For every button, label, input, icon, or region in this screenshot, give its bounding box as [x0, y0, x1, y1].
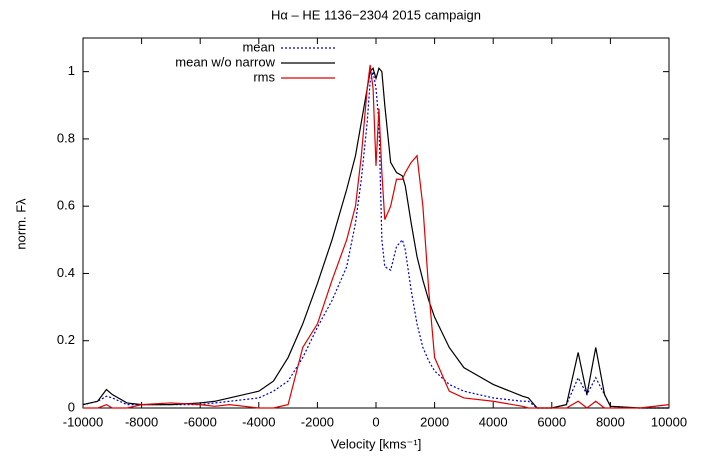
- x-tick-label: -6000: [184, 414, 217, 429]
- data-line: [82, 71, 669, 409]
- y-tick-label: 0.6: [57, 198, 75, 213]
- x-tick-label: -8000: [125, 414, 158, 429]
- x-tick-label: 4000: [479, 414, 508, 429]
- data-line: [82, 67, 669, 409]
- x-axis-label: Velocity [kms⁻¹]: [331, 436, 422, 451]
- x-tick-label: -2000: [301, 414, 334, 429]
- x-tick-label: 10000: [651, 414, 687, 429]
- x-tick-label: 8000: [596, 414, 625, 429]
- y-tick-label: 0.2: [57, 332, 75, 347]
- y-tick-label: 0.4: [57, 265, 75, 280]
- legend-label: rms: [253, 69, 275, 84]
- chart-title: Hα – HE 1136−2304 2015 campaign: [271, 7, 481, 22]
- y-tick-label: 0.8: [57, 130, 75, 145]
- x-tick-label: -4000: [242, 414, 275, 429]
- legend-label: mean w/o narrow: [175, 54, 275, 69]
- y-axis-label: norm. Fλ: [13, 198, 28, 250]
- x-tick-label: -10000: [63, 414, 103, 429]
- x-tick-label: 0: [372, 414, 379, 429]
- legend-label: mean: [242, 39, 275, 54]
- x-tick-label: 2000: [420, 414, 449, 429]
- x-tick-label: 6000: [537, 414, 566, 429]
- y-tick-label: 1: [68, 63, 75, 78]
- y-tick-label: 0: [68, 399, 75, 414]
- data-line: [83, 64, 670, 409]
